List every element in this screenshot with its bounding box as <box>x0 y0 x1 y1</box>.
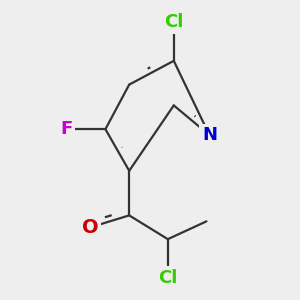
Text: Cl: Cl <box>164 13 184 31</box>
Text: O: O <box>82 218 99 237</box>
Text: Cl: Cl <box>158 269 178 287</box>
Text: N: N <box>202 126 217 144</box>
Text: F: F <box>61 120 73 138</box>
